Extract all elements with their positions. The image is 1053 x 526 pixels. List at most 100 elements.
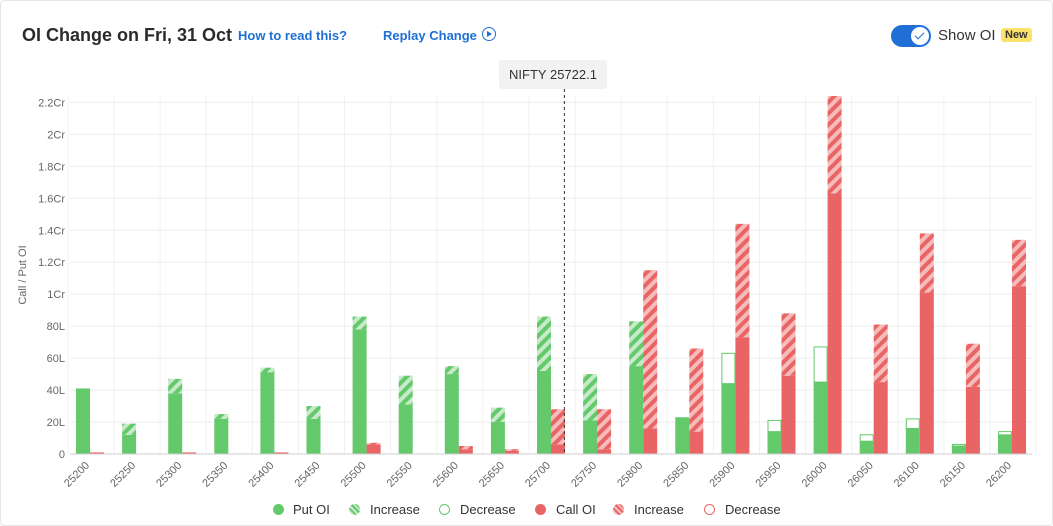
call-increase-rect: [735, 223, 750, 338]
x-tick-label: 25450: [293, 460, 323, 490]
call-oi-rect: [597, 449, 612, 454]
call-bar[interactable]: [781, 313, 796, 454]
call-oi-rect: [689, 431, 704, 454]
put-bar[interactable]: [905, 418, 920, 454]
put-bar[interactable]: [76, 388, 90, 454]
call-increase-rect: [965, 343, 980, 387]
put-bar[interactable]: [490, 407, 505, 454]
put-bar[interactable]: [813, 346, 828, 454]
legend-label: Decrease: [460, 502, 516, 517]
how-to-read-link[interactable]: How to read this?: [238, 28, 348, 43]
call-bar[interactable]: [735, 223, 750, 454]
put-bar[interactable]: [306, 406, 321, 454]
put-bar[interactable]: [122, 423, 137, 454]
show-oi-toggle[interactable]: [891, 25, 931, 47]
call-oi-rect: [965, 386, 980, 454]
put-increase-rect: [398, 375, 413, 405]
put-increase-rect: [444, 366, 459, 375]
put-oi-rect: [214, 418, 229, 454]
x-tick-label: 25900: [707, 460, 737, 490]
call-bar[interactable]: [274, 452, 289, 454]
y-tick-label: 1.2Cr: [38, 257, 65, 269]
call-oi-rect: [919, 292, 934, 454]
call-increase-rect: [551, 409, 565, 445]
put-bar[interactable]: [721, 352, 736, 454]
call-bar[interactable]: [182, 452, 197, 454]
put-decrease-rect: [721, 352, 736, 385]
x-tick-label: 26000: [800, 460, 830, 490]
call-bar[interactable]: [965, 343, 980, 454]
put-oi-rect: [444, 374, 459, 454]
call-oi-rect: [551, 444, 565, 454]
put-increase-rect: [537, 316, 551, 371]
call-bar[interactable]: [90, 452, 104, 454]
put-oi-rect: [168, 393, 183, 454]
call-oi-rect: [827, 193, 842, 454]
put-increase-rect: [122, 423, 137, 435]
put-decrease-rect: [998, 431, 1012, 436]
put-oi-rect: [306, 418, 321, 454]
x-tick-label: 25550: [385, 460, 415, 490]
put-bar[interactable]: [168, 378, 183, 454]
put-oi-rect: [629, 366, 644, 454]
replay-change-link[interactable]: Replay Change: [383, 28, 477, 43]
call-bar[interactable]: [551, 409, 565, 454]
call-bar[interactable]: [643, 270, 658, 454]
play-icon[interactable]: [482, 27, 496, 41]
put-bar[interactable]: [260, 367, 275, 454]
put-bar[interactable]: [214, 414, 229, 454]
put-oi-rect: [76, 388, 90, 454]
call-oi-rect: [458, 449, 473, 454]
put-decrease-rect: [951, 443, 966, 447]
put-bar[interactable]: [675, 417, 690, 454]
call-bar[interactable]: [827, 96, 842, 454]
legend-label: Increase: [370, 502, 420, 517]
put-oi-rect: [352, 329, 367, 454]
put-oi-rect: [767, 431, 782, 454]
grid: [67, 96, 1037, 455]
call-decrease-swatch: [704, 504, 715, 515]
put-oi-rect: [721, 383, 736, 454]
call-oi-rect: [274, 452, 289, 454]
put-bar[interactable]: [629, 321, 644, 454]
call-increase-rect: [643, 270, 658, 429]
y-tick-label: 0: [59, 449, 65, 461]
x-tick-label: 25850: [661, 460, 691, 490]
legend-label: Call OI: [556, 502, 596, 517]
call-oi-rect: [735, 337, 750, 454]
put-bar[interactable]: [859, 434, 874, 454]
call-bar[interactable]: [366, 442, 381, 454]
call-bar[interactable]: [504, 449, 519, 454]
put-bar[interactable]: [583, 374, 598, 454]
call-increase-rect: [597, 409, 612, 450]
call-oi-rect: [1012, 286, 1026, 454]
put-bar[interactable]: [998, 431, 1012, 454]
put-increase-rect: [306, 406, 321, 419]
put-oi-rect: [859, 441, 874, 454]
put-bar[interactable]: [537, 316, 551, 454]
call-bar[interactable]: [689, 348, 704, 454]
call-bar[interactable]: [1012, 239, 1026, 454]
put-bar[interactable]: [767, 419, 782, 454]
call-bar[interactable]: [597, 409, 612, 454]
check-icon: [911, 27, 929, 45]
call-increase-rect: [458, 446, 473, 450]
put-oi-swatch: [273, 504, 284, 515]
call-bar[interactable]: [919, 233, 934, 454]
call-bar[interactable]: [458, 446, 473, 454]
put-increase-rect: [629, 321, 644, 367]
put-bar[interactable]: [398, 375, 413, 454]
put-increase-rect: [260, 367, 275, 373]
call-oi-swatch: [535, 504, 546, 515]
call-increase-rect: [366, 442, 381, 445]
call-bar[interactable]: [873, 324, 888, 454]
put-bar[interactable]: [951, 443, 966, 454]
put-oi-rect: [813, 382, 828, 454]
put-bar[interactable]: [352, 316, 367, 454]
legend-label: Put OI: [293, 502, 330, 517]
y-tick-label: 40L: [47, 385, 65, 397]
put-bar[interactable]: [444, 366, 459, 454]
show-oi-label: Show OI: [938, 27, 996, 44]
x-tick-label: 25300: [154, 460, 184, 490]
x-tick-label: 25800: [615, 460, 645, 490]
